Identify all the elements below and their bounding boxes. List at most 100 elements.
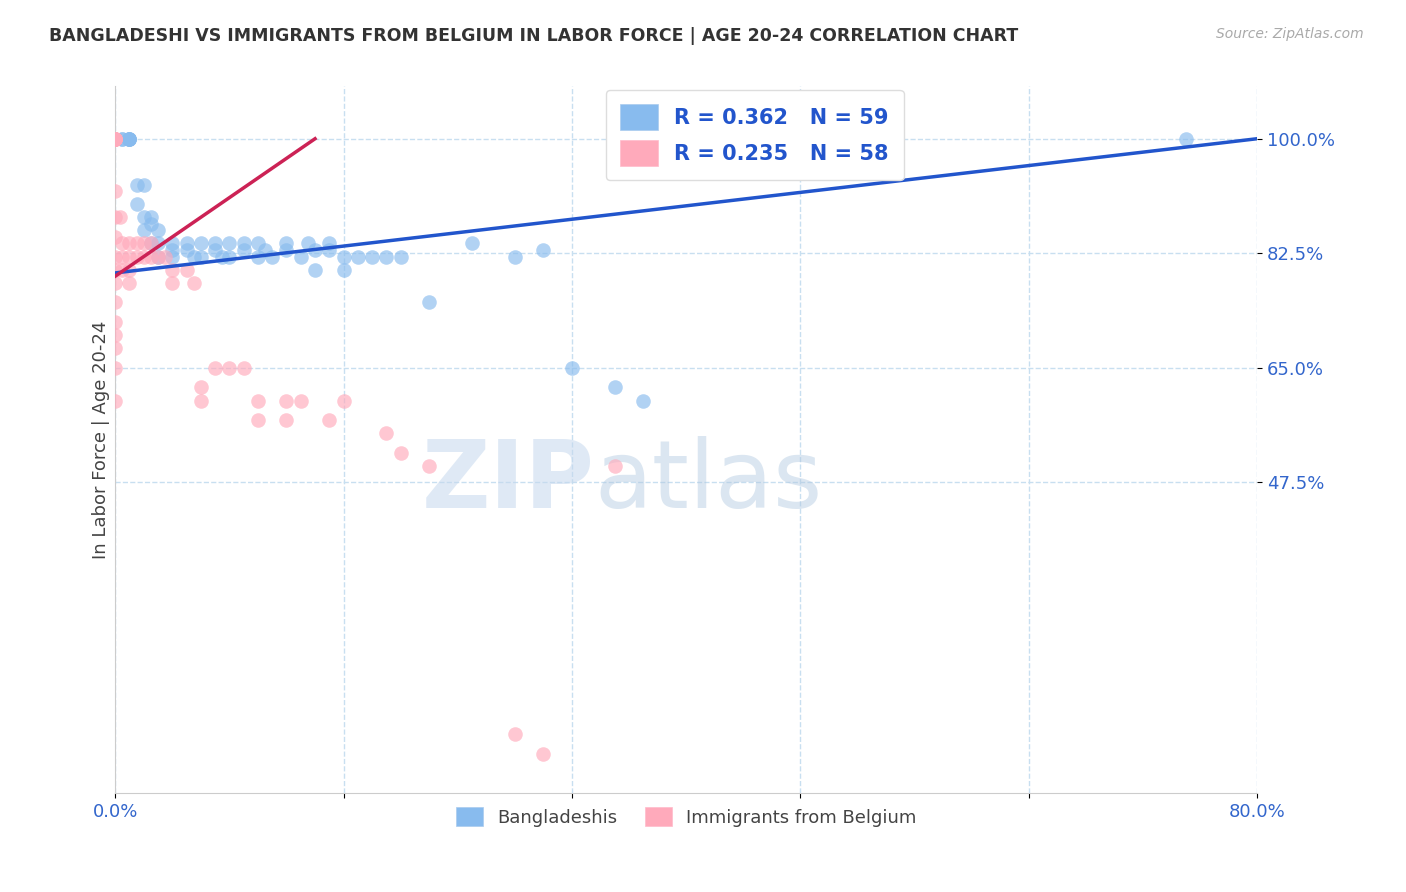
Point [139, 236, 162, 251]
Point [375, 250, 398, 264]
Point [361, 250, 384, 264]
Point [461, 236, 484, 251]
Point [531, 747, 554, 761]
Point [190, 380, 212, 394]
Point [132, 250, 155, 264]
Point [104, 132, 127, 146]
Point [132, 223, 155, 237]
Point [418, 295, 440, 310]
Point [246, 393, 269, 408]
Point [104, 262, 127, 277]
Point [108, 211, 131, 225]
Text: BANGLADESHI VS IMMIGRANTS FROM BELGIUM IN LABOR FORCE | AGE 20-24 CORRELATION CH: BANGLADESHI VS IMMIGRANTS FROM BELGIUM I… [49, 27, 1018, 45]
Point [111, 236, 134, 251]
Point [347, 250, 370, 264]
Point [183, 250, 205, 264]
Point [104, 295, 127, 310]
Point [139, 250, 162, 264]
Point [125, 197, 148, 211]
Point [190, 236, 212, 251]
Point [111, 132, 134, 146]
Point [162, 262, 184, 277]
Point [153, 250, 176, 264]
Point [111, 250, 134, 264]
Point [104, 132, 127, 146]
Point [118, 262, 141, 277]
Point [304, 243, 326, 257]
Point [246, 250, 269, 264]
Point [297, 236, 319, 251]
Point [633, 393, 655, 408]
Point [246, 236, 269, 251]
Point [146, 250, 169, 264]
Point [418, 458, 440, 473]
Point [139, 211, 162, 225]
Point [118, 250, 141, 264]
Point [389, 446, 412, 460]
Point [232, 243, 254, 257]
Point [104, 250, 127, 264]
Point [503, 727, 526, 741]
Point [118, 132, 141, 146]
Point [104, 132, 127, 146]
Point [218, 360, 240, 375]
Point [332, 393, 354, 408]
Point [111, 132, 134, 146]
Text: ZIP: ZIP [422, 436, 595, 528]
Point [232, 236, 254, 251]
Point [276, 393, 298, 408]
Point [111, 262, 134, 277]
Point [204, 236, 226, 251]
Point [104, 132, 127, 146]
Point [162, 243, 184, 257]
Point [139, 217, 162, 231]
Point [146, 236, 169, 251]
Point [125, 250, 148, 264]
Point [304, 262, 326, 277]
Point [104, 132, 127, 146]
Point [276, 236, 298, 251]
Point [318, 413, 340, 427]
Text: Source: ZipAtlas.com: Source: ZipAtlas.com [1216, 27, 1364, 41]
Point [146, 250, 169, 264]
Point [204, 243, 226, 257]
Point [603, 458, 626, 473]
Point [118, 132, 141, 146]
Point [290, 250, 312, 264]
Point [104, 132, 127, 146]
Point [561, 360, 583, 375]
Point [262, 250, 284, 264]
Point [176, 262, 198, 277]
Point [531, 243, 554, 257]
Point [104, 132, 127, 146]
Point [132, 211, 155, 225]
Point [190, 393, 212, 408]
Point [375, 426, 398, 441]
Point [218, 236, 240, 251]
Point [503, 250, 526, 264]
Y-axis label: In Labor Force | Age 20-24: In Labor Force | Age 20-24 [93, 320, 110, 559]
Point [104, 315, 127, 329]
Point [162, 236, 184, 251]
Point [183, 276, 205, 290]
Point [118, 132, 141, 146]
Point [162, 250, 184, 264]
Point [104, 276, 127, 290]
Point [104, 393, 127, 408]
Point [254, 243, 277, 257]
Text: atlas: atlas [595, 436, 823, 528]
Point [211, 250, 233, 264]
Point [204, 360, 226, 375]
Point [318, 236, 340, 251]
Point [104, 360, 127, 375]
Point [290, 393, 312, 408]
Point [190, 250, 212, 264]
Point [603, 380, 626, 394]
Point [118, 132, 141, 146]
Point [176, 236, 198, 251]
Point [118, 132, 141, 146]
Point [118, 276, 141, 290]
Point [104, 132, 127, 146]
Point [125, 236, 148, 251]
Legend: Bangladeshis, Immigrants from Belgium: Bangladeshis, Immigrants from Belgium [449, 800, 924, 834]
